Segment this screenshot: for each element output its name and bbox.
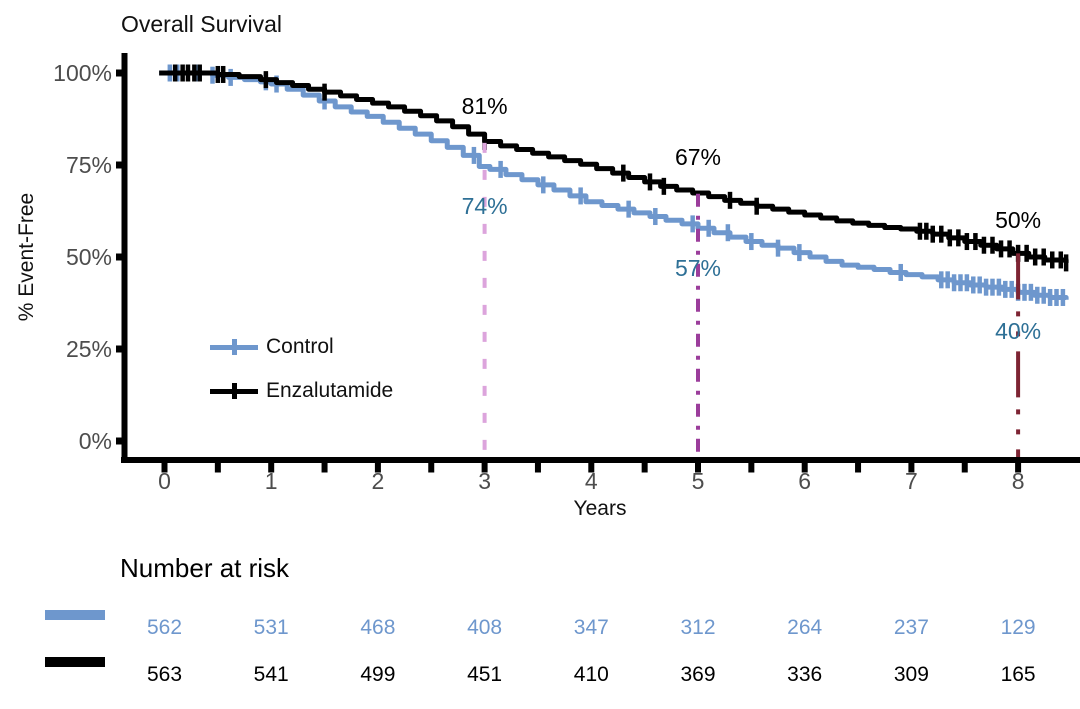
legend-item-enzalutamide: Enzalutamide	[210, 378, 393, 404]
risk-swatch-control-icon	[45, 610, 105, 620]
censor-cross-icon	[231, 383, 237, 399]
y-tick-label-100: 100%	[53, 60, 112, 86]
annotation-enzalutamide-5yr: 67%	[674, 144, 722, 171]
y-tick-label-75: 75%	[65, 152, 112, 178]
risk-table-heading: Number at risk	[120, 553, 290, 583]
censor-cross-icon	[231, 339, 237, 355]
x-axis-title: Years	[573, 497, 627, 520]
risk-count: 369	[680, 663, 716, 686]
risk-count: 237	[893, 616, 929, 639]
risk-count: 264	[787, 616, 823, 639]
risk-swatch-enzalutamide-icon	[45, 657, 105, 667]
risk-count: 347	[573, 616, 609, 639]
risk-count: 468	[360, 616, 396, 639]
x-tick-label-5: 5	[691, 468, 705, 494]
legend: Control Enzalutamide	[210, 334, 393, 422]
risk-count: 336	[787, 663, 823, 686]
risk-count: 531	[253, 616, 289, 639]
annotation-enzalutamide-8yr: 50%	[995, 207, 1042, 233]
x-tick-label-1: 1	[264, 468, 278, 494]
risk-count: 451	[467, 663, 503, 686]
x-tick-label-7: 7	[904, 468, 918, 494]
annotation-control-3yr: 74%	[461, 192, 508, 219]
risk-count: 129	[1000, 616, 1036, 639]
x-tick-label-0: 0	[158, 468, 171, 494]
legend-item-control: Control	[210, 334, 393, 360]
risk-count: 312	[680, 616, 716, 639]
annotation-control-5yr: 57%	[674, 255, 722, 282]
x-tick-label-6: 6	[798, 468, 812, 494]
risk-count: 165	[1000, 663, 1036, 686]
y-tick-label-50: 50%	[65, 244, 112, 270]
risk-row-enzalutamide: 563 541 499 451 410 369 336 309 165	[0, 662, 1080, 688]
legend-label-enzalutamide: Enzalutamide	[266, 379, 394, 402]
x-tick-label-2: 2	[371, 468, 385, 494]
risk-row-control: 562 531 468 408 347 312 264 237 129	[0, 615, 1080, 641]
y-tick-label-25: 25%	[65, 336, 112, 362]
risk-count: 563	[146, 663, 183, 686]
risk-count: 309	[893, 663, 929, 686]
chart-title: Overall Survival	[121, 11, 283, 37]
legend-label-control: Control	[266, 335, 334, 358]
risk-count: 410	[573, 663, 609, 686]
x-tick-label-4: 4	[584, 468, 598, 494]
risk-count: 562	[146, 616, 183, 639]
risk-count: 408	[467, 616, 503, 639]
annotation-control-8yr: 40%	[995, 317, 1042, 344]
risk-count: 499	[360, 663, 396, 686]
y-tick-label-0: 0%	[78, 428, 112, 454]
annotation-enzalutamide-3yr: 81%	[461, 92, 508, 119]
x-tick-label-8: 8	[1011, 468, 1025, 494]
legend-swatch-enzalutamide-icon	[210, 383, 258, 399]
legend-swatch-control-icon	[210, 339, 258, 355]
x-tick-label-3: 3	[478, 468, 491, 494]
risk-count: 541	[253, 663, 289, 686]
